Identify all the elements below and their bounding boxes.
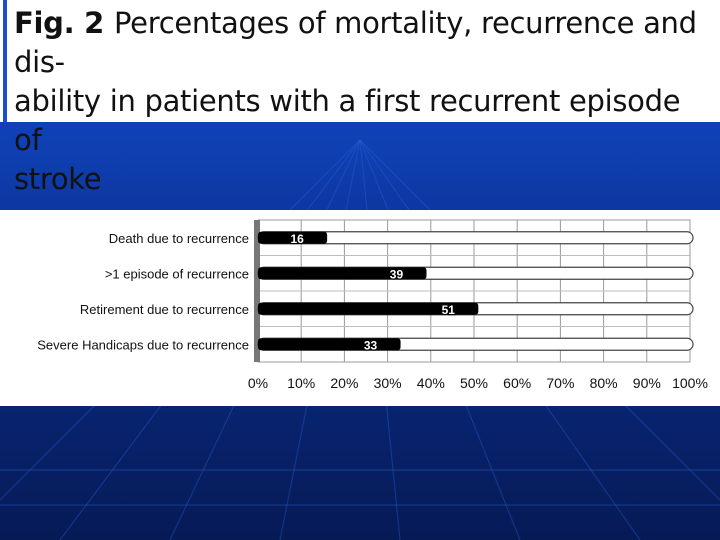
x-tick-label: 100%: [672, 375, 708, 391]
title-panel: Fig. 2 Percentages of mortality, recurren…: [0, 0, 720, 196]
data-label: 51: [442, 303, 456, 317]
x-tick-label: 50%: [460, 375, 488, 391]
title-accent-bar: [3, 0, 7, 122]
category-labels: Death due to recurrence >1 episode of rec…: [37, 231, 249, 353]
bar: [258, 231, 328, 244]
x-tick-label: 80%: [590, 375, 618, 391]
category-label: Severe Handicaps due to recurrence: [37, 337, 249, 352]
category-label: >1 episode of recurrence: [105, 266, 249, 281]
x-tick-label: 90%: [633, 375, 661, 391]
axis-edge-shade: [254, 220, 260, 362]
title-line-3: stroke: [14, 162, 102, 196]
category-label: Death due to recurrence: [109, 231, 249, 246]
title-line-2: ability in patients with a first recurre…: [14, 84, 681, 157]
x-tick-label: 0%: [248, 375, 268, 391]
category-label: Retirement due to recurrence: [80, 302, 249, 317]
x-tick-label: 40%: [417, 375, 445, 391]
data-label: 33: [364, 338, 378, 352]
chart-bars: 16 39 51 33: [257, 231, 694, 353]
bar: [258, 267, 427, 280]
bar-chart: 16 39 51 33 Death due to recurrence >1 episo…: [37, 219, 708, 391]
chart-left-edge: [254, 220, 260, 362]
bar: [258, 338, 401, 351]
data-label: 16: [290, 232, 304, 246]
x-tick-label: 60%: [503, 375, 531, 391]
slide-title: Fig. 2 Percentages of mortality, recurren…: [14, 4, 714, 199]
x-tick-label: 20%: [330, 375, 358, 391]
title-line-1: Percentages of mortality, recurrence and…: [14, 6, 697, 79]
x-tick-label: 10%: [287, 375, 315, 391]
x-tick-label: 30%: [374, 375, 402, 391]
x-tick-labels: 0% 10% 20% 30% 40% 50% 60% 70% 80% 90% 100%: [248, 375, 708, 391]
chart-panel: 16 39 51 33 Death due to recurrence >1 episo…: [0, 210, 720, 406]
data-label: 39: [390, 267, 404, 281]
x-tick-label: 70%: [546, 375, 574, 391]
bar: [258, 302, 479, 315]
figure-number: Fig. 2: [14, 6, 105, 40]
